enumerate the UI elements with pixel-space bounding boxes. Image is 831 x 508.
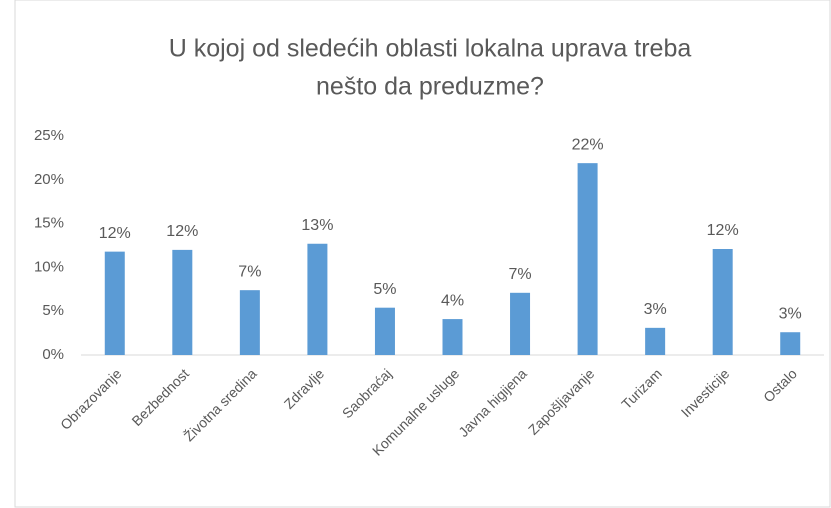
- bar: [307, 243, 328, 355]
- bar: [645, 327, 666, 355]
- y-tick-label: 25%: [34, 127, 64, 144]
- data-label: 3%: [644, 301, 667, 318]
- data-label: 7%: [238, 263, 261, 280]
- bar: [374, 307, 395, 355]
- bar: [172, 249, 193, 355]
- bar: [712, 249, 733, 355]
- y-tick-label: 15%: [34, 215, 64, 232]
- data-label: 3%: [779, 305, 802, 322]
- bar: [780, 332, 801, 355]
- y-tick-label: 20%: [34, 171, 64, 188]
- data-label: 4%: [441, 292, 464, 309]
- chart-title: nešto da preduzme?: [316, 73, 544, 101]
- chart-frame: [14, 0, 831, 508]
- bar: [239, 290, 260, 355]
- data-label: 12%: [707, 222, 739, 239]
- chart-title: U kojoj od sledećih oblasti lokalna upra…: [169, 35, 692, 63]
- bar: [577, 163, 598, 355]
- y-tick-label: 10%: [34, 258, 64, 275]
- data-label: 7%: [508, 266, 531, 283]
- data-label: 12%: [166, 223, 198, 240]
- bar: [510, 292, 531, 355]
- data-label: 22%: [572, 136, 604, 153]
- data-label: 5%: [373, 281, 396, 298]
- data-label: 13%: [301, 217, 333, 234]
- data-label: 12%: [99, 225, 131, 242]
- bar: [442, 319, 463, 355]
- y-tick-label: 5%: [42, 302, 64, 319]
- bar: [104, 251, 125, 355]
- y-tick-label: 0%: [42, 346, 64, 363]
